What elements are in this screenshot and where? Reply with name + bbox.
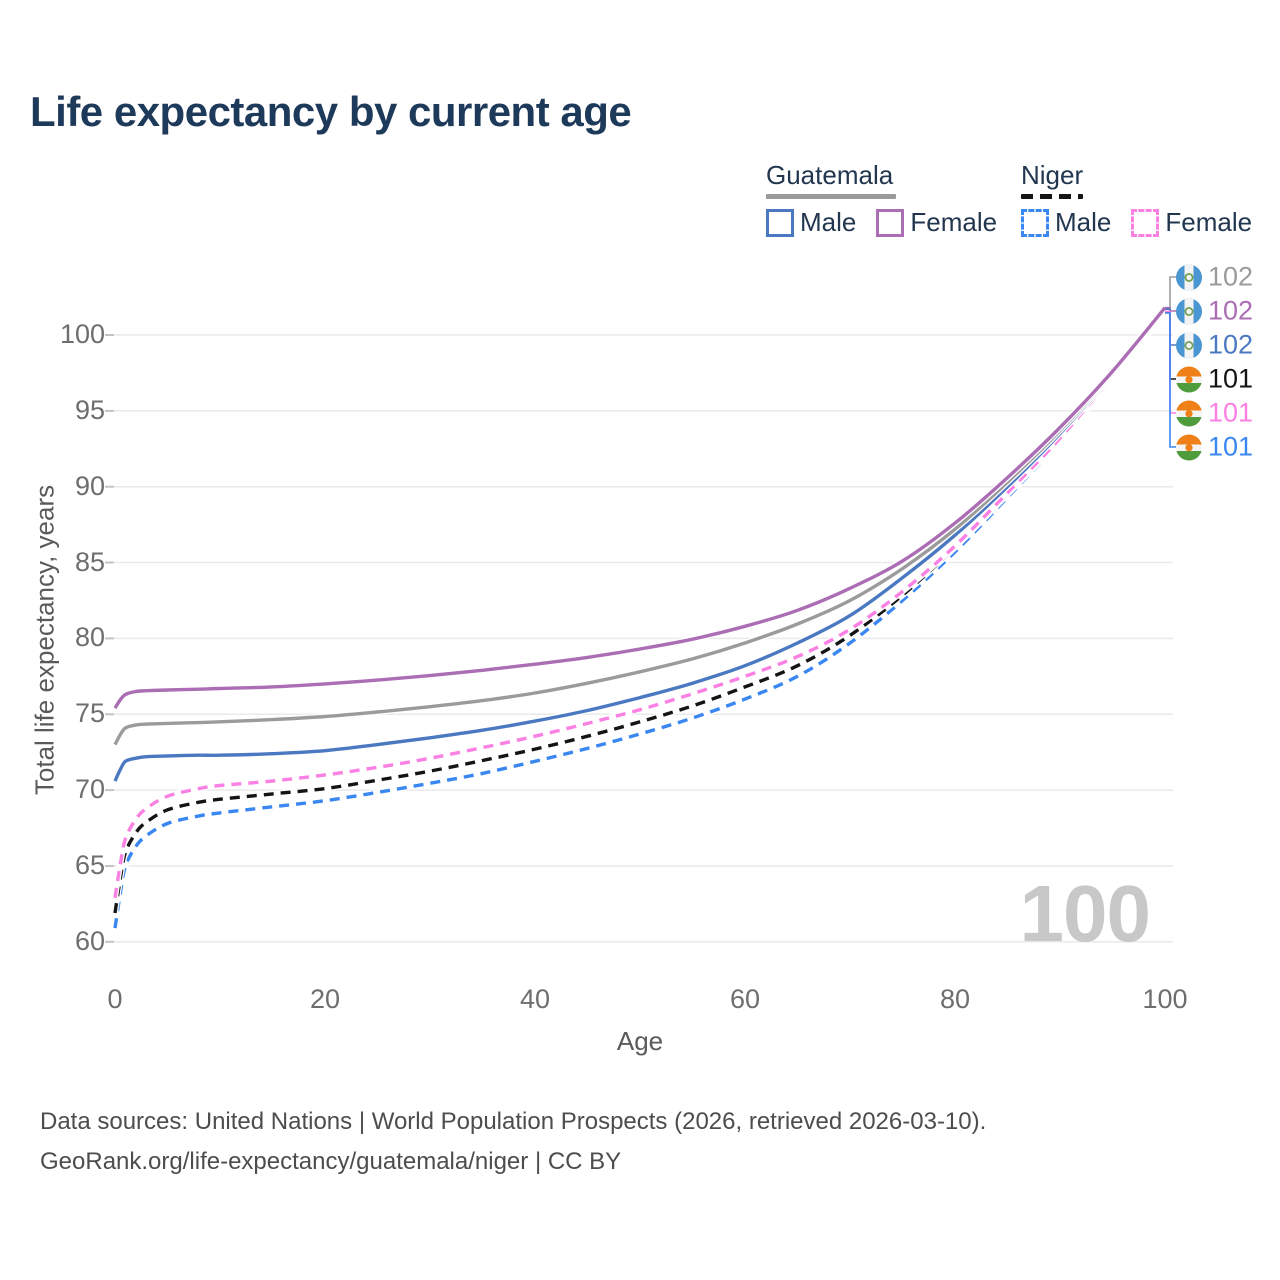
end-label-row: 101 — [1176, 398, 1253, 429]
guatemala-flag-icon — [1176, 298, 1202, 324]
y-tick-label: 85 — [74, 546, 105, 577]
x-tick-label: 60 — [729, 984, 761, 1014]
data-sources-text: Data sources: United Nations | World Pop… — [40, 1108, 987, 1135]
niger-flag-icon — [1176, 366, 1202, 392]
end-label-connector — [1165, 276, 1176, 310]
y-tick-label: 65 — [74, 849, 105, 880]
niger-male-swatch-icon — [1021, 208, 1049, 237]
page-title: Life expectancy by current age — [30, 88, 632, 135]
series-line-casing — [112, 310, 1168, 914]
end-label-value: 102 — [1208, 261, 1254, 292]
legend-group-niger: Niger Male Female — [1021, 160, 1252, 238]
niger-female-swatch-icon — [1131, 208, 1160, 237]
x-tick-label: 20 — [309, 984, 341, 1014]
x-tick-label: 80 — [939, 984, 971, 1014]
end-label-row: 102 — [1176, 330, 1253, 361]
end-label-row: 101 — [1176, 364, 1253, 395]
legend-item-label: Male — [800, 207, 857, 237]
legend-item-label: Female — [910, 207, 998, 237]
x-axis-title: Age — [616, 1026, 664, 1056]
legend-item-label: Male — [1055, 207, 1112, 237]
legend-item-niger-female[interactable]: Female — [1131, 207, 1252, 238]
series-line-casing — [112, 306, 1168, 747]
series-line-niger-male — [113, 311, 1167, 929]
y-tick-label: 95 — [74, 394, 105, 425]
legend-item-label: Female — [1165, 207, 1253, 237]
legend-country-niger[interactable]: Niger — [1021, 160, 1084, 190]
y-tick-label: 100 — [59, 318, 105, 349]
legend-group-guatemala: Guatemala Male Female — [766, 160, 997, 238]
y-tick-label: 80 — [74, 622, 105, 653]
legend-item-guatemala-male[interactable]: Male — [766, 207, 856, 238]
attribution-text: GeoRank.org/life-expectancy/guatemala/ni… — [40, 1148, 622, 1175]
niger-flag-icon — [1176, 400, 1202, 426]
legend-item-niger-male[interactable]: Male — [1021, 207, 1111, 238]
niger-flag-icon — [1176, 434, 1202, 460]
series-line-niger-both-sexes — [113, 311, 1167, 914]
series-line-casing — [112, 311, 1168, 929]
series-line-guatemala-female — [113, 306, 1167, 710]
series-line-guatemala-male — [113, 308, 1167, 782]
guatemala-flag-icon — [1176, 332, 1202, 358]
legend-item-guatemala-female[interactable]: Female — [876, 207, 997, 238]
guatemala-female-swatch-icon — [876, 208, 905, 237]
guatemala-flag-icon — [1176, 264, 1202, 290]
end-label-value: 101 — [1208, 431, 1254, 462]
y-tick-label: 70 — [74, 773, 105, 804]
y-tick-label: 60 — [74, 925, 105, 956]
end-label-value: 101 — [1208, 397, 1254, 428]
end-label-row: 102 — [1176, 296, 1253, 327]
end-label-row: 101 — [1176, 432, 1253, 463]
x-tick-label: 100 — [1142, 984, 1188, 1014]
end-label-value: 102 — [1208, 295, 1254, 326]
x-tick-label: 40 — [519, 984, 551, 1014]
series-line-niger-female — [113, 310, 1167, 899]
end-label-value: 102 — [1208, 329, 1254, 360]
end-label-row: 102 — [1176, 262, 1253, 293]
legend-underline-niger-dashed — [1021, 194, 1083, 199]
series-line-guatemala-both-sexes — [113, 307, 1167, 746]
legend-country-guatemala[interactable]: Guatemala — [766, 160, 894, 190]
end-label-value: 101 — [1208, 363, 1254, 394]
end-label-connector — [1165, 312, 1176, 448]
guatemala-male-swatch-icon — [766, 208, 794, 237]
x-tick-label: 0 — [107, 984, 123, 1014]
series-line-casing — [112, 309, 1168, 899]
legend-underline-guatemala-solid — [766, 194, 896, 199]
y-tick-label: 90 — [74, 470, 105, 501]
y-tick-label: 75 — [74, 698, 105, 729]
current-age-watermark: 100 — [1019, 869, 1151, 958]
